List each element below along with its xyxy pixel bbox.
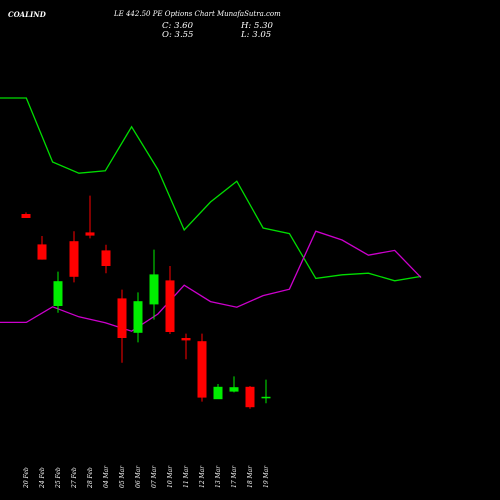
close-value: C: 3.60 bbox=[162, 21, 193, 31]
candle-body bbox=[37, 244, 47, 260]
candle-body bbox=[213, 386, 223, 400]
chart-title: LE 442.50 PE Options Chart MunafaSutra.c… bbox=[114, 10, 281, 18]
candlesticks bbox=[21, 195, 271, 409]
open-value: O: 3.55 bbox=[162, 30, 194, 40]
x-tick-label: 27 Feb bbox=[71, 467, 78, 489]
x-axis-labels: 20 Feb 24 Feb 25 Feb 27 Feb 28 Feb 04 Mar 05 M… bbox=[23, 465, 270, 489]
x-tick-label: 13 Mar bbox=[215, 465, 222, 488]
candle-body bbox=[165, 280, 175, 332]
x-tick-label: 17 Mar bbox=[231, 465, 238, 488]
x-tick-label: 20 Feb bbox=[23, 467, 30, 489]
x-tick-label: 18 Mar bbox=[247, 465, 254, 488]
candle-body bbox=[85, 232, 95, 236]
candle-body bbox=[117, 298, 127, 338]
candle-body bbox=[53, 281, 63, 306]
low-value: L: 3.05 bbox=[241, 30, 272, 40]
x-tick-label: 07 Mar bbox=[151, 465, 158, 488]
x-tick-label: 25 Feb bbox=[55, 467, 62, 489]
candle-body bbox=[245, 386, 255, 408]
candle-body bbox=[197, 341, 207, 398]
x-tick-label: 12 Mar bbox=[199, 465, 206, 488]
x-tick-label: 11 Mar bbox=[183, 465, 190, 488]
candle-body bbox=[261, 396, 271, 399]
indicator-line-1 bbox=[0, 97, 422, 282]
x-tick-label: 06 Mar bbox=[135, 465, 142, 488]
x-tick-label: 10 Mar bbox=[167, 465, 174, 488]
candle-body bbox=[69, 241, 79, 277]
candle-body bbox=[229, 387, 239, 392]
symbol-label: COALIND bbox=[8, 10, 46, 19]
candle-body bbox=[21, 214, 31, 218]
candle-body bbox=[181, 338, 191, 341]
indicator-line-2 bbox=[0, 230, 422, 332]
x-tick-label: 24 Feb bbox=[39, 467, 46, 489]
x-tick-label: 04 Mar bbox=[103, 465, 110, 488]
x-tick-label: 19 Mar bbox=[263, 465, 270, 488]
candle-body bbox=[101, 250, 111, 266]
x-tick-label: 05 Mar bbox=[119, 465, 126, 488]
high-value: H: 5.30 bbox=[241, 21, 273, 31]
candle-body bbox=[149, 274, 159, 305]
x-tick-label: 28 Feb bbox=[87, 467, 94, 489]
indicator-lines bbox=[0, 97, 422, 332]
candle-body bbox=[133, 301, 143, 333]
